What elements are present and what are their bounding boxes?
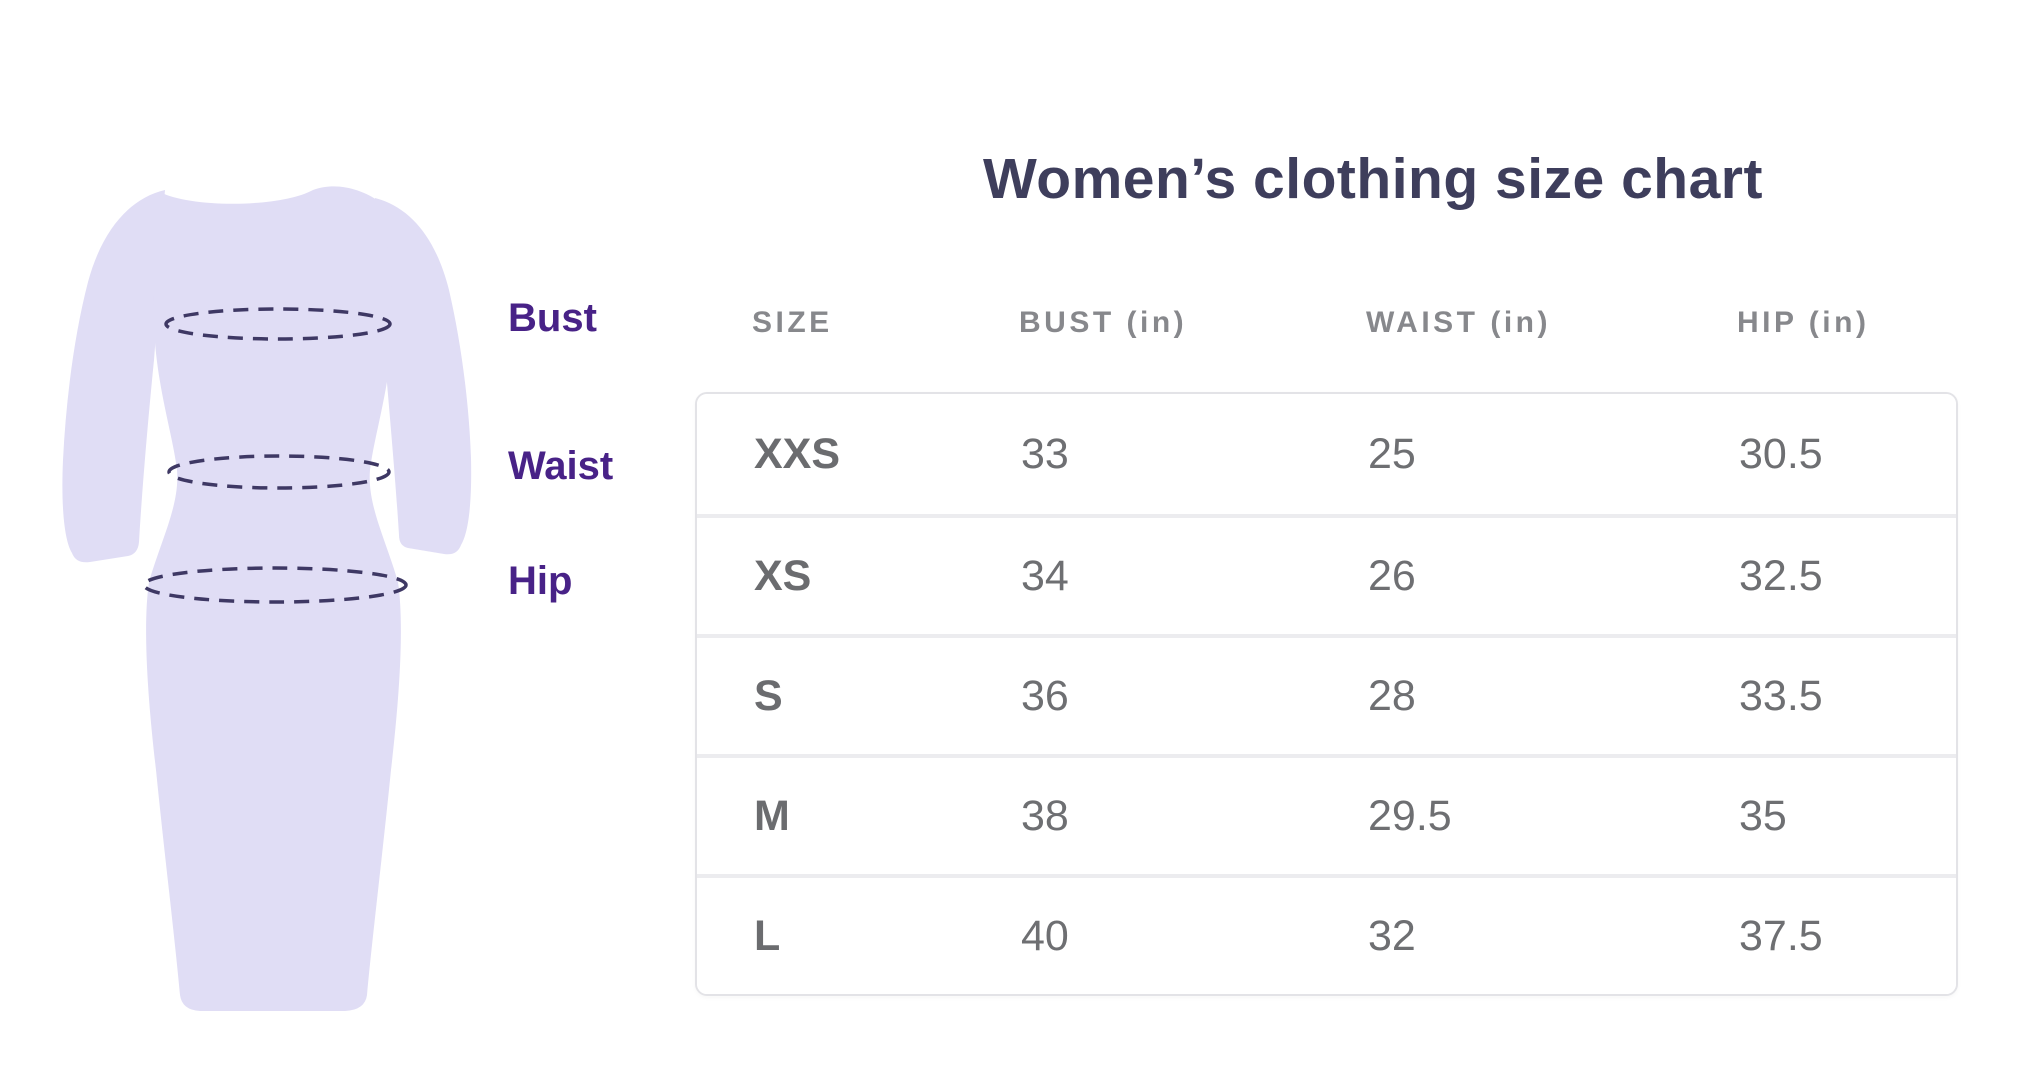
cell-hip: 35: [1739, 791, 1787, 840]
cell-waist: 28: [1368, 671, 1416, 720]
cell-hip: 33.5: [1739, 671, 1823, 720]
column-header-bust: BUST (in): [1019, 306, 1188, 339]
table-header-row: SIZE BUST (in) WAIST (in) HIP (in): [695, 306, 1958, 340]
table-row: XXS 33 25 30.5: [697, 394, 1956, 514]
column-header-hip: HIP (in): [1737, 306, 1870, 339]
cell-size: M: [754, 791, 790, 840]
dress-left-sleeve: [62, 190, 165, 563]
cell-hip: 32.5: [1739, 551, 1823, 600]
cell-waist: 29.5: [1368, 791, 1452, 840]
hip-label: Hip: [508, 559, 573, 603]
cell-bust: 34: [1021, 551, 1069, 600]
cell-size: S: [754, 671, 783, 720]
cell-waist: 25: [1368, 429, 1416, 478]
bust-measure-ellipse: [164, 307, 392, 341]
cell-hip: 30.5: [1739, 429, 1823, 478]
table-row: S 36 28 33.5: [697, 634, 1956, 754]
cell-size: L: [754, 911, 781, 960]
table-row: L 40 32 37.5: [697, 874, 1956, 994]
waist-measure-ellipse: [167, 454, 391, 490]
dress-right-sleeve: [375, 198, 472, 555]
dress-illustration: [62, 186, 472, 1011]
cell-hip: 37.5: [1739, 911, 1823, 960]
cell-bust: 40: [1021, 911, 1069, 960]
size-table: XXS 33 25 30.5 XS 34 26 32.5 S 36 28 33.…: [695, 392, 1958, 996]
dress-body: [146, 186, 401, 1011]
cell-waist: 32: [1368, 911, 1416, 960]
cell-bust: 33: [1021, 429, 1069, 478]
column-header-size: SIZE: [752, 306, 833, 339]
cell-size: XXS: [754, 429, 841, 478]
cell-bust: 38: [1021, 791, 1069, 840]
bust-label: Bust: [508, 296, 597, 340]
cell-waist: 26: [1368, 551, 1416, 600]
cell-bust: 36: [1021, 671, 1069, 720]
column-header-waist: WAIST (in): [1366, 306, 1551, 339]
table-row: XS 34 26 32.5: [697, 514, 1956, 634]
page-title: Women’s clothing size chart: [983, 147, 1763, 211]
waist-label: Waist: [508, 444, 614, 488]
cell-size: XS: [754, 551, 812, 600]
hip-measure-ellipse: [142, 566, 408, 604]
table-row: M 38 29.5 35: [697, 754, 1956, 874]
